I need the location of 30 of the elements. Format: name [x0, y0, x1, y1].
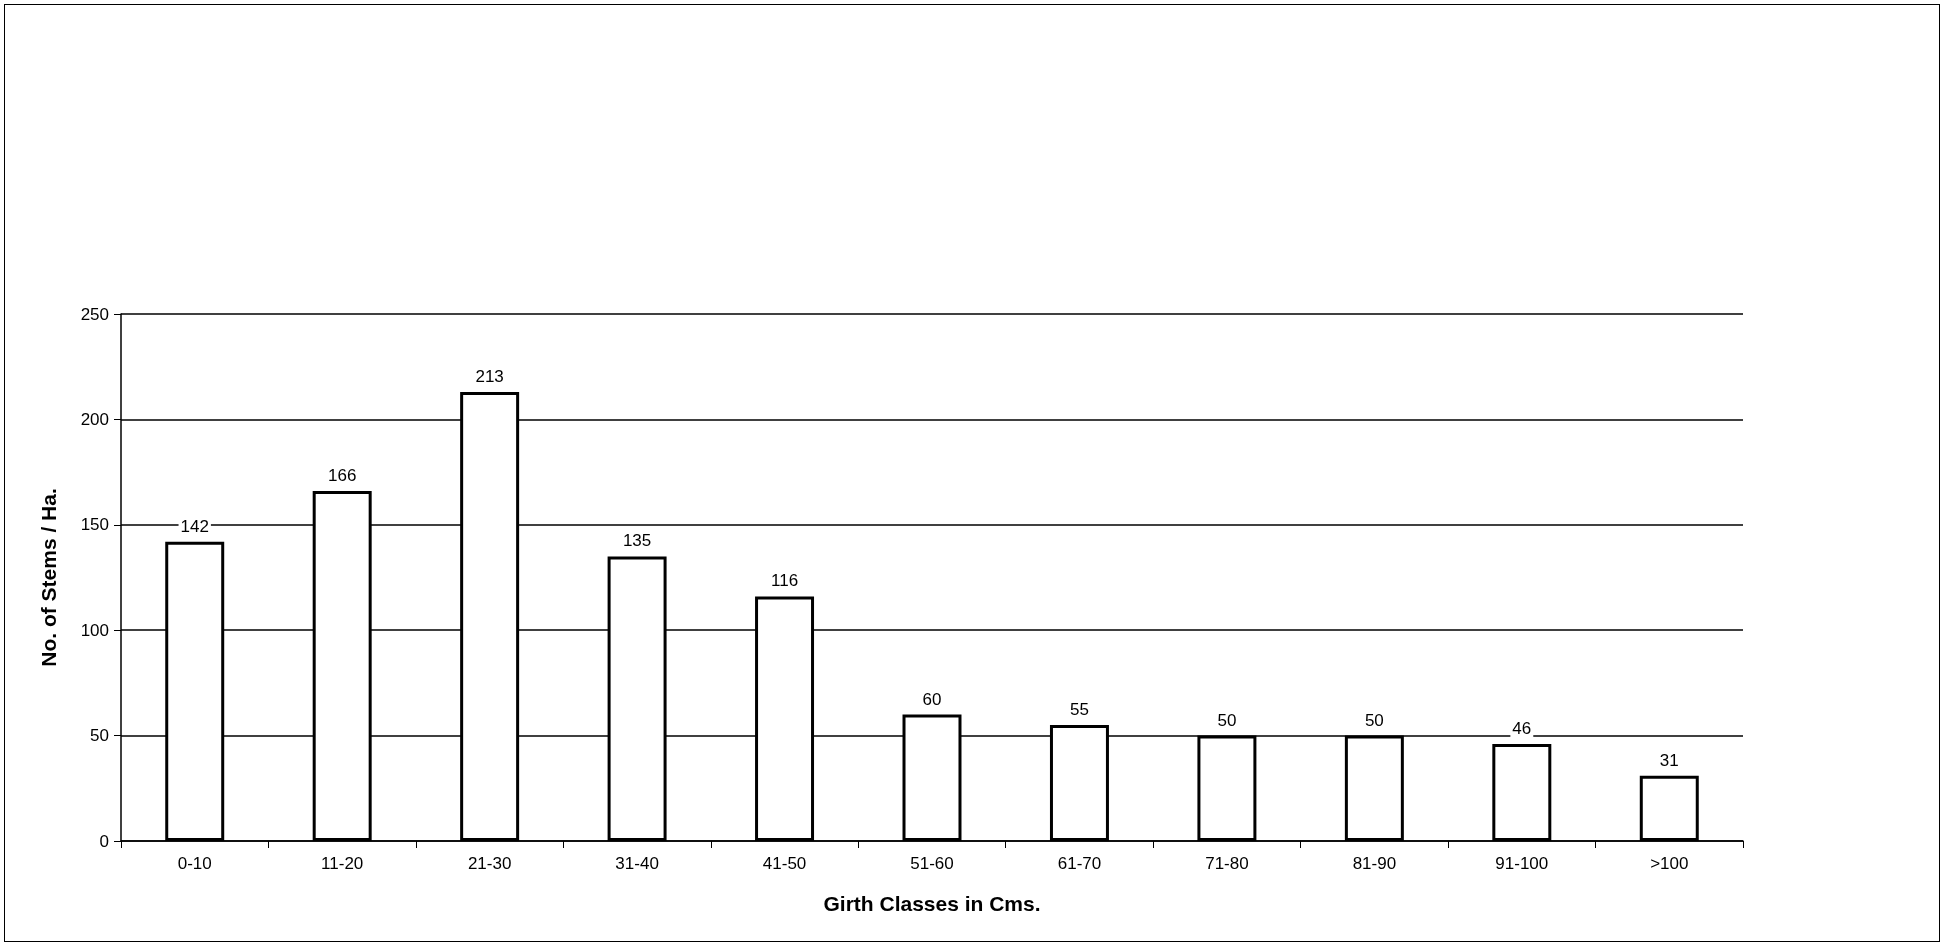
x-tick-label: >100: [1650, 854, 1689, 873]
data-label: 31: [1659, 750, 1679, 770]
x-tick-label: 31-40: [615, 854, 659, 873]
data-label: 50: [1217, 710, 1237, 730]
data-label: 135: [622, 531, 652, 551]
x-tick-label: 91-100: [1495, 854, 1549, 873]
data-label: 50: [1364, 710, 1384, 730]
data-label: 116: [770, 571, 799, 591]
x-tick-label: 81-90: [1352, 854, 1397, 873]
data-label: 46: [1512, 719, 1532, 739]
y-tick-label: 0: [99, 831, 109, 851]
x-tick-label: 41-50: [762, 854, 807, 873]
x-tick-label: 0-10: [177, 854, 212, 873]
x-axis-title: Girth Classes in Cms.: [823, 892, 1041, 915]
y-tick-label: 50: [90, 726, 109, 746]
data-label: 60: [922, 689, 942, 709]
y-tick-label: 200: [80, 409, 109, 429]
y-tick-label: 100: [80, 620, 109, 640]
x-tick-label: 61-70: [1057, 854, 1102, 873]
y-tick-label: 150: [80, 515, 109, 535]
x-tick-label: 71-80: [1205, 854, 1249, 873]
data-label: 55: [1069, 700, 1089, 720]
data-label: 166: [327, 466, 357, 486]
x-tick-label: 51-60: [910, 854, 954, 873]
data-label: 213: [475, 367, 504, 386]
x-tick-label: 21-30: [467, 854, 512, 873]
y-tick-label: 250: [80, 304, 109, 324]
data-label: 142: [180, 516, 209, 536]
x-tick-label: 11-20: [321, 854, 364, 873]
y-axis-title: No. of Stems / Ha.: [37, 488, 60, 667]
